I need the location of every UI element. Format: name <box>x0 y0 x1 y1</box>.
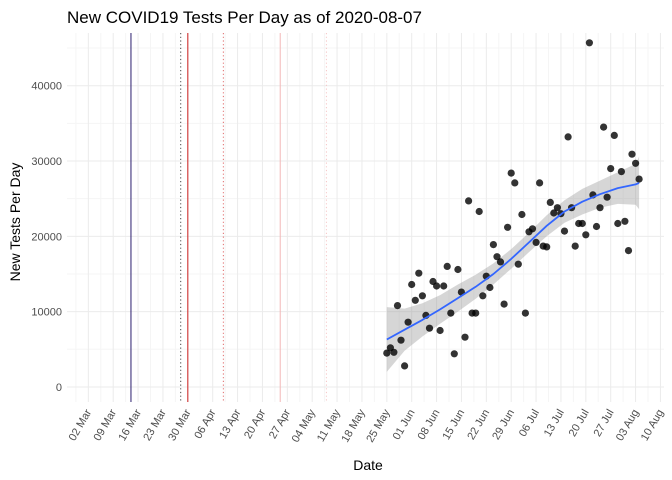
points-layer <box>383 39 643 370</box>
data-point <box>489 241 497 249</box>
data-point <box>528 225 537 233</box>
data-point <box>411 296 419 304</box>
x-tick-label: 20 Jul <box>567 407 592 438</box>
data-point <box>600 123 608 131</box>
data-point <box>607 165 615 173</box>
x-tick-label: 30 Mar <box>166 407 194 443</box>
data-point <box>536 179 544 187</box>
data-point <box>433 282 441 290</box>
x-tick-label: 13 Jul <box>542 407 567 438</box>
data-point <box>443 262 451 270</box>
data-point <box>603 193 611 201</box>
data-point <box>507 169 515 177</box>
data-point <box>401 362 409 370</box>
x-tick-label: 16 Mar <box>117 407 145 443</box>
x-tick-label: 10 Aug <box>639 407 667 443</box>
data-point <box>610 131 618 139</box>
data-point <box>393 302 402 310</box>
data-point <box>514 260 522 268</box>
x-tick-label: 02 Mar <box>67 407 95 443</box>
data-point <box>475 207 483 216</box>
data-point <box>621 217 629 225</box>
data-point <box>628 150 636 158</box>
data-point <box>450 350 458 358</box>
data-point <box>564 133 572 141</box>
data-point <box>500 300 508 308</box>
data-point <box>418 292 426 300</box>
x-tick-label: 13 Apr <box>217 407 243 441</box>
y-tick-label: 30000 <box>31 156 62 168</box>
data-point <box>521 309 530 317</box>
y-tick-label: 0 <box>56 382 62 394</box>
x-tick-label: 01 Jun <box>391 407 418 442</box>
data-point <box>436 326 444 335</box>
data-point <box>578 219 586 228</box>
x-tick-label: 06 Apr <box>192 407 218 441</box>
data-point <box>397 336 405 344</box>
data-point <box>518 210 526 219</box>
data-point <box>496 258 505 266</box>
x-tick-label: 22 Jun <box>465 407 492 442</box>
smooth-ribbon-layer <box>386 156 640 372</box>
data-point <box>553 204 562 212</box>
y-tick-label: 10000 <box>31 307 62 319</box>
x-tick-label: 27 Jul <box>592 407 617 438</box>
data-point <box>408 280 416 289</box>
data-point <box>624 247 633 255</box>
data-point <box>635 175 643 183</box>
data-point <box>632 159 640 167</box>
data-point <box>479 292 487 300</box>
data-point <box>582 231 590 239</box>
data-point <box>546 198 554 206</box>
data-point <box>532 238 540 246</box>
x-tick-label: 25 May <box>364 407 393 445</box>
y-axis-ticks: 0 10000 20000 30000 40000 <box>31 81 62 394</box>
data-point <box>415 269 423 277</box>
x-tick-label: 15 Jun <box>440 407 467 442</box>
data-point <box>390 348 398 356</box>
x-tick-label: 23 Mar <box>141 407 169 443</box>
y-tick-label: 20000 <box>31 231 62 243</box>
x-tick-label: 09 Mar <box>92 407 120 443</box>
x-tick-label: 04 May <box>290 407 319 445</box>
data-point <box>447 309 455 317</box>
data-point <box>404 318 412 326</box>
data-point <box>454 265 462 274</box>
data-point <box>614 219 622 228</box>
smooth-line-layer <box>386 182 640 341</box>
data-point <box>596 204 604 212</box>
smooth-trend-line <box>386 182 640 341</box>
chart-title: New COVID19 Tests Per Day as of 2020-08-… <box>67 8 422 27</box>
x-tick-label: 29 Jun <box>490 407 517 442</box>
data-point <box>585 39 594 47</box>
data-point <box>472 309 480 317</box>
y-axis-label: New Tests Per Day <box>7 163 23 282</box>
data-point <box>493 253 501 261</box>
x-tick-label: 06 Jul <box>517 407 542 438</box>
data-point <box>617 168 626 176</box>
data-point <box>440 282 448 290</box>
confidence-ribbon <box>386 156 640 372</box>
x-axis-label: Date <box>353 457 383 473</box>
data-point <box>592 222 601 231</box>
data-point <box>461 333 469 341</box>
data-point <box>571 242 579 250</box>
x-tick-label: 08 Jun <box>416 407 443 442</box>
y-tick-label: 40000 <box>31 81 62 93</box>
data-point <box>425 324 434 332</box>
data-point <box>486 283 494 292</box>
x-tick-label: 27 Apr <box>267 407 293 441</box>
data-point <box>550 209 558 217</box>
data-point <box>465 197 473 205</box>
data-point <box>560 227 569 235</box>
data-point <box>511 179 519 187</box>
reference-lines <box>130 33 327 402</box>
x-tick-label: 20 Apr <box>242 407 268 441</box>
data-point <box>383 349 391 357</box>
data-point <box>543 243 551 251</box>
x-tick-label: 03 Aug <box>614 407 642 443</box>
data-point <box>504 223 512 231</box>
